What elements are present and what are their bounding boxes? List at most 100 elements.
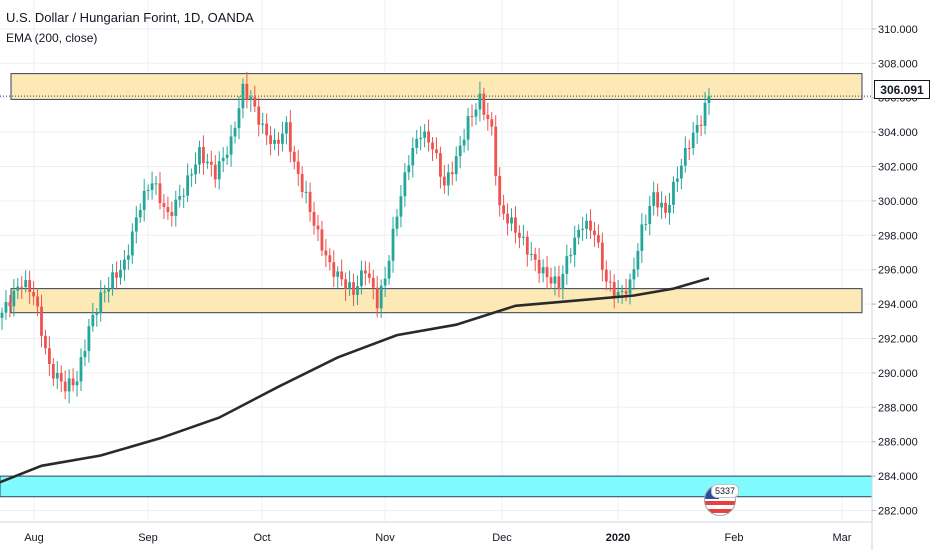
candle-body[interactable] xyxy=(498,175,502,206)
candle-body[interactable] xyxy=(316,225,320,230)
candle-body[interactable] xyxy=(107,288,111,292)
candle-body[interactable] xyxy=(593,230,596,236)
candle-body[interactable] xyxy=(569,254,573,257)
candle-body[interactable] xyxy=(403,172,407,197)
candle-body[interactable] xyxy=(36,296,39,307)
candle-body[interactable] xyxy=(360,270,363,287)
candle-body[interactable] xyxy=(435,149,438,154)
candle-body[interactable] xyxy=(170,212,174,216)
candle-body[interactable] xyxy=(292,151,296,162)
candle-body[interactable] xyxy=(24,280,28,288)
candle-body[interactable] xyxy=(608,281,612,283)
candle-body[interactable] xyxy=(423,131,427,138)
candle-body[interactable] xyxy=(324,250,328,256)
candle-body[interactable] xyxy=(597,235,600,243)
candle-body[interactable] xyxy=(134,217,138,232)
candle-body[interactable] xyxy=(482,93,486,115)
candle-body[interactable] xyxy=(581,228,585,230)
candle-body[interactable] xyxy=(474,109,478,117)
candle-body[interactable] xyxy=(541,267,545,274)
candle-body[interactable] xyxy=(604,269,608,282)
candle-body[interactable] xyxy=(687,147,691,149)
candle-body[interactable] xyxy=(620,290,624,292)
candle-body[interactable] xyxy=(182,195,186,197)
candle-body[interactable] xyxy=(111,272,114,289)
candle-body[interactable] xyxy=(652,192,656,206)
candle-body[interactable] xyxy=(636,250,640,270)
candle-body[interactable] xyxy=(367,273,371,278)
candle-body[interactable] xyxy=(265,123,269,136)
candle-body[interactable] xyxy=(229,136,233,155)
candle-body[interactable] xyxy=(632,269,636,280)
candle-body[interactable] xyxy=(695,124,699,133)
candle-body[interactable] xyxy=(415,138,419,148)
candle-body[interactable] xyxy=(245,83,249,100)
candle-body[interactable] xyxy=(664,202,667,213)
candle-body[interactable] xyxy=(356,286,359,295)
candle-body[interactable] xyxy=(332,262,336,277)
candle-body[interactable] xyxy=(340,271,344,280)
candle-body[interactable] xyxy=(565,256,569,274)
candle-body[interactable] xyxy=(44,335,47,349)
candle-body[interactable] xyxy=(225,154,229,158)
candle-body[interactable] xyxy=(624,290,628,294)
candle-body[interactable] xyxy=(4,302,8,313)
candle-body[interactable] xyxy=(352,282,355,295)
indicator-label[interactable]: EMA (200, close) xyxy=(6,31,98,45)
candle-body[interactable] xyxy=(699,124,703,126)
candle-body[interactable] xyxy=(486,114,490,120)
candle-body[interactable] xyxy=(16,286,20,291)
candle-body[interactable] xyxy=(446,172,450,186)
candle-body[interactable] xyxy=(202,147,205,164)
candle-body[interactable] xyxy=(411,147,415,166)
candle-body[interactable] xyxy=(371,277,375,288)
candle-body[interactable] xyxy=(450,172,454,175)
candle-body[interactable] xyxy=(466,116,470,140)
candle-body[interactable] xyxy=(0,312,4,318)
candle-body[interactable] xyxy=(233,128,237,137)
candle-body[interactable] xyxy=(269,135,272,144)
candle-body[interactable] xyxy=(12,290,16,307)
candle-body[interactable] xyxy=(387,260,391,279)
candle-body[interactable] xyxy=(308,191,312,213)
candle-body[interactable] xyxy=(628,279,632,294)
candle-body[interactable] xyxy=(395,216,399,229)
candle-body[interactable] xyxy=(656,192,660,208)
candle-body[interactable] xyxy=(166,207,170,213)
candle-body[interactable] xyxy=(577,229,581,238)
candle-body[interactable] xyxy=(442,176,446,186)
candle-body[interactable] xyxy=(703,102,707,126)
candle-body[interactable] xyxy=(51,363,55,379)
candle-body[interactable] xyxy=(573,237,577,255)
zone-support[interactable] xyxy=(0,475,873,498)
candle-body[interactable] xyxy=(660,202,664,208)
zone-resistance[interactable] xyxy=(10,73,863,100)
candle-body[interactable] xyxy=(241,83,245,109)
candle-body[interactable] xyxy=(296,161,300,174)
candle-body[interactable] xyxy=(63,381,67,392)
candle-body[interactable] xyxy=(640,224,644,251)
candle-body[interactable] xyxy=(707,96,711,103)
candle-body[interactable] xyxy=(205,161,209,164)
candle-body[interactable] xyxy=(537,259,541,274)
candle-body[interactable] xyxy=(146,189,150,191)
candle-body[interactable] xyxy=(644,223,648,225)
candle-body[interactable] xyxy=(95,313,99,315)
candle-body[interactable] xyxy=(162,203,166,208)
candle-body[interactable] xyxy=(478,93,482,110)
candle-body[interactable] xyxy=(419,137,423,139)
candle-body[interactable] xyxy=(249,97,253,100)
candle-body[interactable] xyxy=(20,286,24,288)
candle-body[interactable] xyxy=(150,183,154,190)
candle-body[interactable] xyxy=(261,123,265,125)
candle-body[interactable] xyxy=(209,161,213,165)
candle-body[interactable] xyxy=(502,205,506,214)
candle-body[interactable] xyxy=(91,314,95,327)
candle-body[interactable] xyxy=(431,142,434,150)
candle-body[interactable] xyxy=(119,269,122,278)
candle-body[interactable] xyxy=(545,267,549,278)
candle-body[interactable] xyxy=(198,147,201,165)
candle-body[interactable] xyxy=(99,292,103,314)
candle-body[interactable] xyxy=(549,277,553,284)
